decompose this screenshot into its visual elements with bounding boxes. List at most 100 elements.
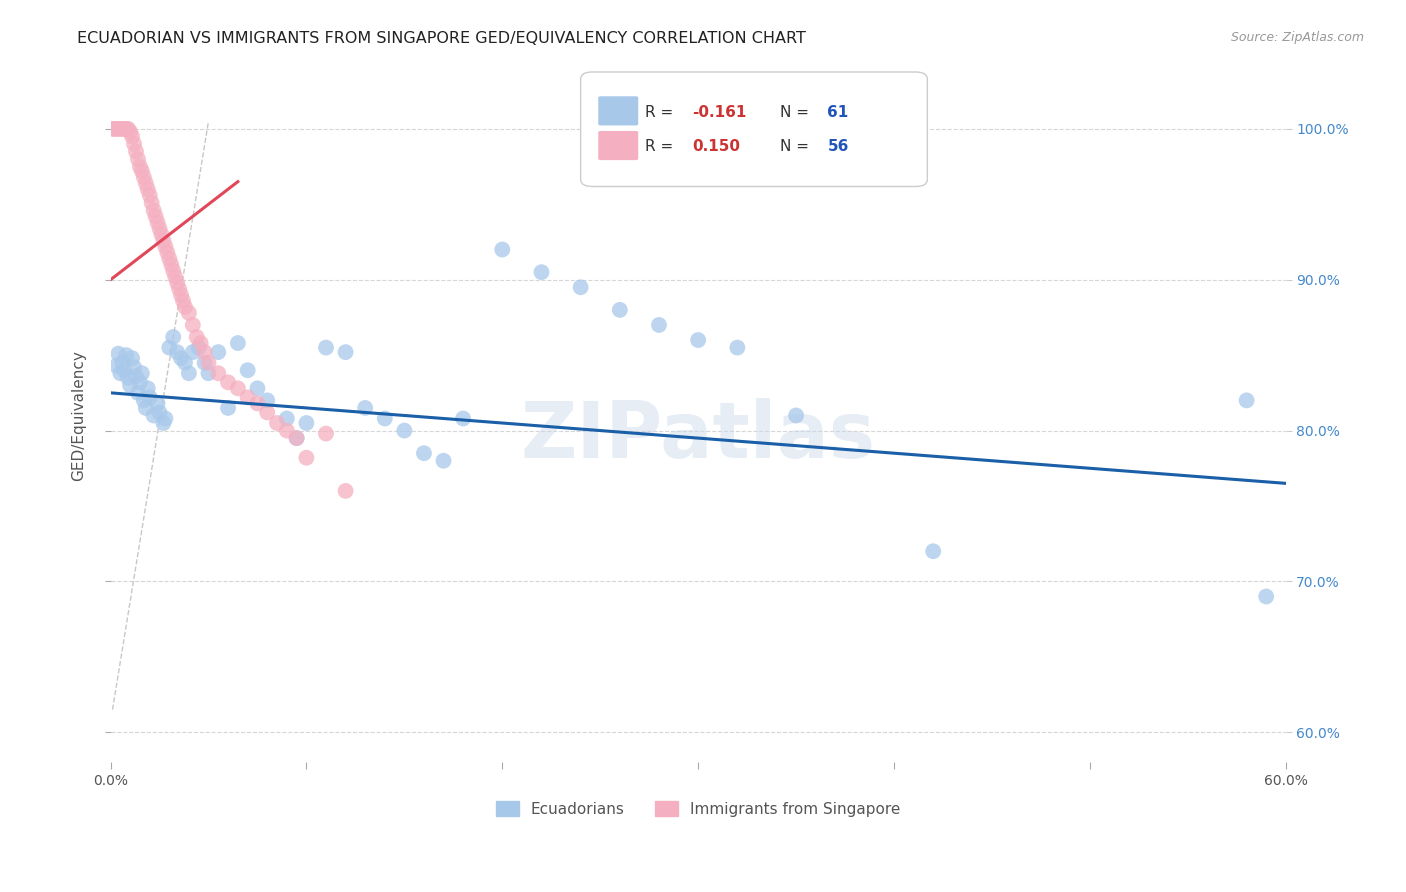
Point xyxy=(186,330,208,344)
Point xyxy=(148,405,170,419)
Point xyxy=(138,390,160,404)
Point xyxy=(117,371,139,385)
Point xyxy=(226,381,249,395)
Point xyxy=(315,341,337,355)
Text: R =: R = xyxy=(645,139,679,154)
Point xyxy=(374,411,396,425)
Point xyxy=(394,424,416,438)
Point xyxy=(112,121,135,136)
Point xyxy=(127,152,149,166)
Point xyxy=(141,195,163,210)
Point xyxy=(451,411,474,425)
Text: Source: ZipAtlas.com: Source: ZipAtlas.com xyxy=(1230,31,1364,45)
Point xyxy=(276,424,298,438)
Point xyxy=(197,356,219,370)
Y-axis label: GED/Equivalency: GED/Equivalency xyxy=(72,350,86,481)
Point xyxy=(110,121,132,136)
Point xyxy=(105,121,128,136)
Point xyxy=(648,318,671,332)
Point xyxy=(335,483,357,498)
Point xyxy=(432,454,454,468)
Point xyxy=(193,356,215,370)
Point xyxy=(181,345,204,359)
Point xyxy=(162,330,184,344)
Point xyxy=(207,345,229,359)
Point xyxy=(135,401,157,415)
Point xyxy=(354,401,377,415)
Point xyxy=(177,306,200,320)
Point xyxy=(146,396,169,410)
Text: ZIPatlas: ZIPatlas xyxy=(520,399,876,475)
Point xyxy=(246,396,269,410)
Point xyxy=(246,381,269,395)
Point xyxy=(157,252,180,266)
Point xyxy=(152,416,174,430)
Point xyxy=(117,121,139,136)
Point xyxy=(103,121,125,136)
Text: N =: N = xyxy=(780,139,814,154)
Point xyxy=(187,341,209,355)
Text: -0.161: -0.161 xyxy=(692,104,747,120)
Point xyxy=(107,346,129,360)
Point xyxy=(132,393,155,408)
Point xyxy=(688,333,710,347)
Point xyxy=(256,405,278,419)
Point xyxy=(122,360,145,375)
Point xyxy=(276,411,298,425)
Point xyxy=(785,409,807,423)
Point xyxy=(105,359,128,373)
Point xyxy=(193,345,215,359)
Point xyxy=(197,366,219,380)
Point xyxy=(315,426,337,441)
Point xyxy=(922,544,945,558)
FancyBboxPatch shape xyxy=(599,96,638,126)
Point xyxy=(155,239,177,253)
FancyBboxPatch shape xyxy=(599,131,638,161)
Point xyxy=(115,348,138,362)
Point xyxy=(157,341,180,355)
Point xyxy=(131,366,153,380)
Point xyxy=(125,145,148,159)
Point xyxy=(167,282,190,296)
Point xyxy=(165,269,187,284)
Point xyxy=(131,164,153,178)
FancyBboxPatch shape xyxy=(581,72,928,186)
Point xyxy=(132,170,155,185)
Point xyxy=(491,243,513,257)
Text: 0.150: 0.150 xyxy=(692,139,741,154)
Point xyxy=(530,265,553,279)
Point xyxy=(217,376,239,390)
Point xyxy=(120,378,142,392)
Point xyxy=(111,356,134,370)
Point xyxy=(125,369,148,384)
Point xyxy=(285,431,308,445)
Point xyxy=(142,203,165,218)
Text: N =: N = xyxy=(780,104,814,120)
Point xyxy=(266,416,288,430)
Point xyxy=(145,210,167,224)
Point xyxy=(122,136,145,151)
Text: R =: R = xyxy=(645,104,679,120)
Point xyxy=(207,366,229,380)
Point xyxy=(226,336,249,351)
Point xyxy=(152,234,174,248)
Point xyxy=(181,318,204,332)
Point xyxy=(101,121,124,136)
Point xyxy=(115,121,138,136)
Point xyxy=(111,121,134,136)
Point xyxy=(166,345,188,359)
Point xyxy=(162,263,184,277)
Point xyxy=(725,341,748,355)
Point xyxy=(217,401,239,415)
Point xyxy=(136,381,159,395)
Point xyxy=(1236,393,1258,408)
Point xyxy=(135,176,157,190)
Point xyxy=(150,227,173,242)
Point xyxy=(236,363,259,377)
Point xyxy=(1256,590,1278,604)
Point xyxy=(172,293,194,308)
Point xyxy=(136,182,159,196)
Point xyxy=(148,221,170,235)
Point xyxy=(121,351,143,366)
Point xyxy=(142,409,165,423)
